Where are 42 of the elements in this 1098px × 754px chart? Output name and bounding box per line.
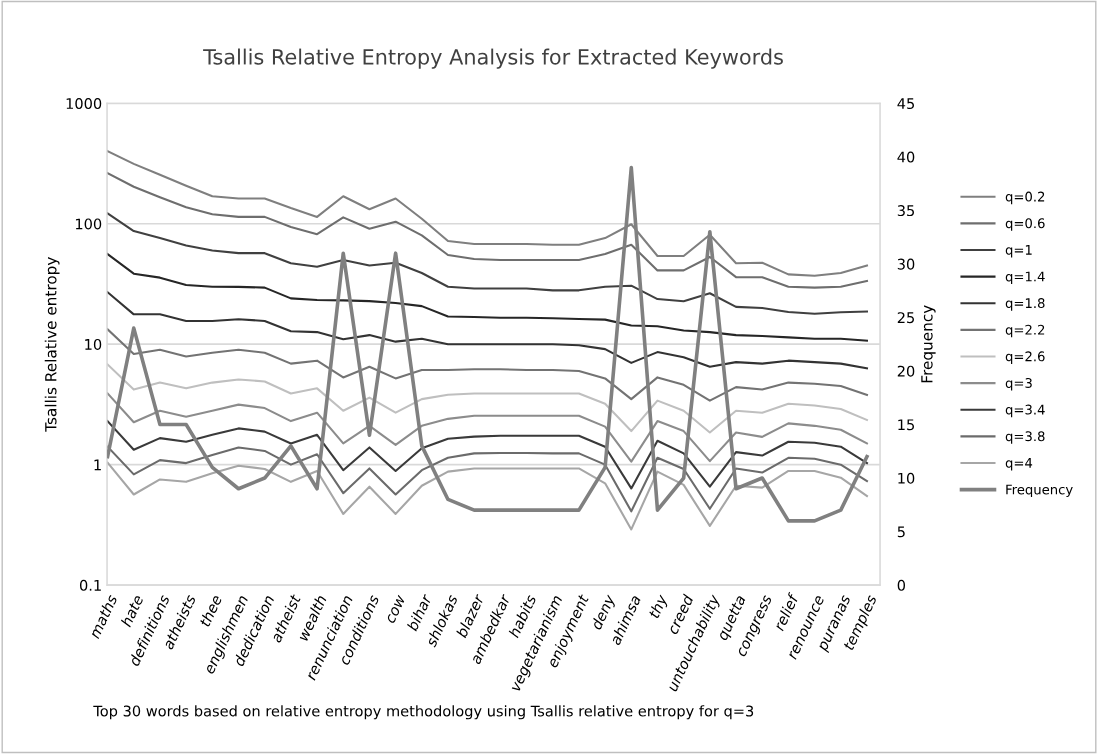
legend-label: q=3.4 <box>1005 404 1045 418</box>
line-series <box>107 363 868 434</box>
line-series <box>107 172 868 289</box>
line-series <box>107 461 868 531</box>
line-series <box>107 328 868 402</box>
legend-label: q=4 <box>1005 458 1033 471</box>
y-tick-label: 1 <box>94 459 101 471</box>
y2-tick-label: 20 <box>897 365 915 377</box>
y2-tick-label: 35 <box>897 205 914 217</box>
line-series <box>107 212 868 315</box>
y-axis-title: Tsallis Relative entropy <box>44 257 60 432</box>
text: Top 30 words based on relative entropy methodology using Tsallis relative entropy for q=3 <box>93 705 754 720</box>
chart-title: Tsallis Relative Entropy Analysis for Extracted Keywords <box>203 48 783 69</box>
legend-label: q=3.8 <box>1005 431 1045 444</box>
legend-label: q=2.6 <box>1005 351 1045 364</box>
line-series <box>107 420 868 490</box>
y2-tick-label: 40 <box>897 151 915 163</box>
legend-label: q=3 <box>1005 377 1032 391</box>
y-tick-label: 1000 <box>66 98 102 110</box>
legend-label: Frequency <box>1006 484 1073 498</box>
y2-tick-label: 30 <box>897 258 915 270</box>
y2-axis-title: Frequency <box>921 305 936 383</box>
legend-label: q=1 <box>1005 245 1032 258</box>
y-tick-label: 100 <box>75 218 102 230</box>
legend-label: q=0.2 <box>1005 191 1045 205</box>
legend-label: q=1.4 <box>1005 271 1045 285</box>
line-series <box>107 291 868 370</box>
y2-tick-label: 0 <box>897 579 906 591</box>
y2-tick-label: 25 <box>897 312 914 324</box>
y-tick-label: 0.1 <box>79 579 101 591</box>
legend-label: q=0.6 <box>1005 218 1045 231</box>
y2-tick-label: 10 <box>898 472 915 484</box>
x-tick-label: thy <box>647 593 671 620</box>
x-tick-label: bihar <box>406 592 433 632</box>
y-tick-label: 10 <box>85 338 102 350</box>
x-tick-label: cow <box>386 594 406 624</box>
line-series <box>107 253 868 342</box>
y2-tick-label: 15 <box>898 419 914 431</box>
legend-label: q=1.8 <box>1005 298 1045 311</box>
y2-tick-label: 5 <box>897 526 905 538</box>
y2-tick-label: 45 <box>897 98 914 110</box>
legend-label: q=2.2 <box>1005 324 1045 338</box>
